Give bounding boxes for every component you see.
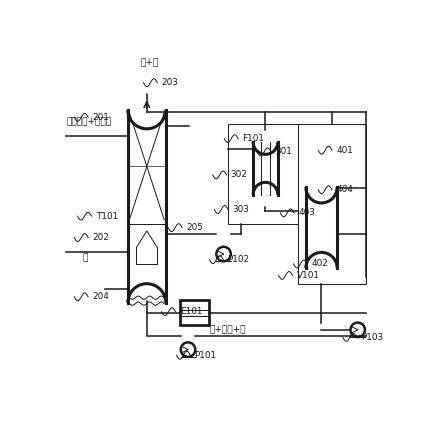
Text: V101: V101 [297, 271, 320, 280]
Text: 水: 水 [83, 253, 88, 262]
Text: 403: 403 [298, 208, 315, 217]
Text: F101: F101 [242, 134, 264, 143]
Text: 303: 303 [233, 205, 250, 214]
Text: E101: E101 [180, 307, 202, 316]
Text: 302: 302 [231, 170, 248, 179]
Text: 301: 301 [275, 147, 292, 156]
Bar [298, 124, 366, 284]
Text: 203: 203 [162, 78, 178, 87]
Text: 醇+水: 醇+水 [141, 58, 159, 67]
Text: P103: P103 [361, 333, 383, 342]
Text: P101: P101 [194, 351, 217, 360]
Text: 202: 202 [92, 233, 109, 242]
Text: T101: T101 [96, 211, 118, 221]
Text: 201: 201 [92, 113, 109, 122]
Text: 酸+溶剂+水: 酸+溶剂+水 [210, 325, 246, 334]
Text: 204: 204 [92, 292, 109, 301]
Text: 有机酸酯+催化剂: 有机酸酯+催化剂 [66, 118, 111, 127]
Text: 401: 401 [336, 146, 353, 155]
Text: P102: P102 [227, 255, 250, 264]
Bar [227, 124, 298, 224]
Text: 402: 402 [312, 259, 329, 268]
Text: 404: 404 [336, 185, 353, 194]
Text: 205: 205 [186, 223, 203, 232]
Bar [180, 300, 210, 325]
